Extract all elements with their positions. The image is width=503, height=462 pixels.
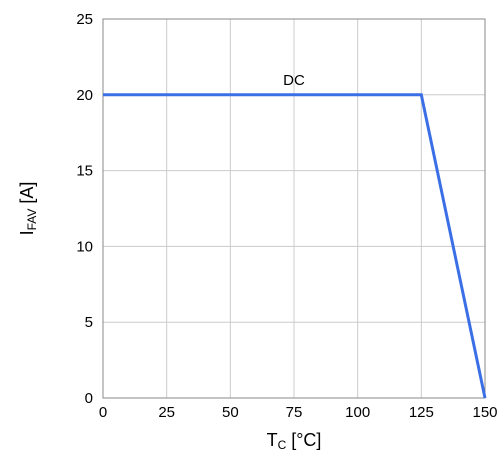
y-tick-label: 10 [76, 238, 93, 255]
x-tick-label: 0 [99, 404, 107, 421]
x-tick-label: 25 [158, 404, 175, 421]
x-tick-label: 50 [222, 404, 239, 421]
x-tick-label: 100 [345, 404, 370, 421]
x-tick-label: 150 [472, 404, 497, 421]
x-tick-label: 75 [286, 404, 303, 421]
x-axis-title-unit: [°C] [286, 430, 321, 450]
y-axis-title-main: I [17, 230, 37, 235]
annotation-label: DC [283, 72, 305, 89]
plot-frame [102, 18, 486, 399]
y-axis-title-sub: FAV [25, 209, 39, 231]
y-axis-title-unit: [A] [17, 182, 37, 209]
y-tick-label: 15 [76, 163, 93, 180]
y-tick-label: 20 [76, 87, 93, 104]
y-tick-label: 25 [76, 11, 93, 28]
y-tick-label: 5 [85, 314, 93, 331]
y-tick-label: 0 [85, 390, 93, 407]
x-tick-label: 125 [409, 404, 434, 421]
x-axis-title-main: T [267, 430, 278, 450]
series-group [103, 93, 487, 399]
series-line-dc [103, 93, 487, 399]
y-axis-title: IFAV [A] [17, 182, 39, 236]
tick-labels: 0 25 50 75 100 125 150 0 5 10 15 20 25 [76, 11, 497, 421]
annotations: DC [283, 72, 305, 89]
x-axis-title-sub: C [278, 438, 287, 452]
x-axis-title: TC [°C] [267, 430, 322, 452]
